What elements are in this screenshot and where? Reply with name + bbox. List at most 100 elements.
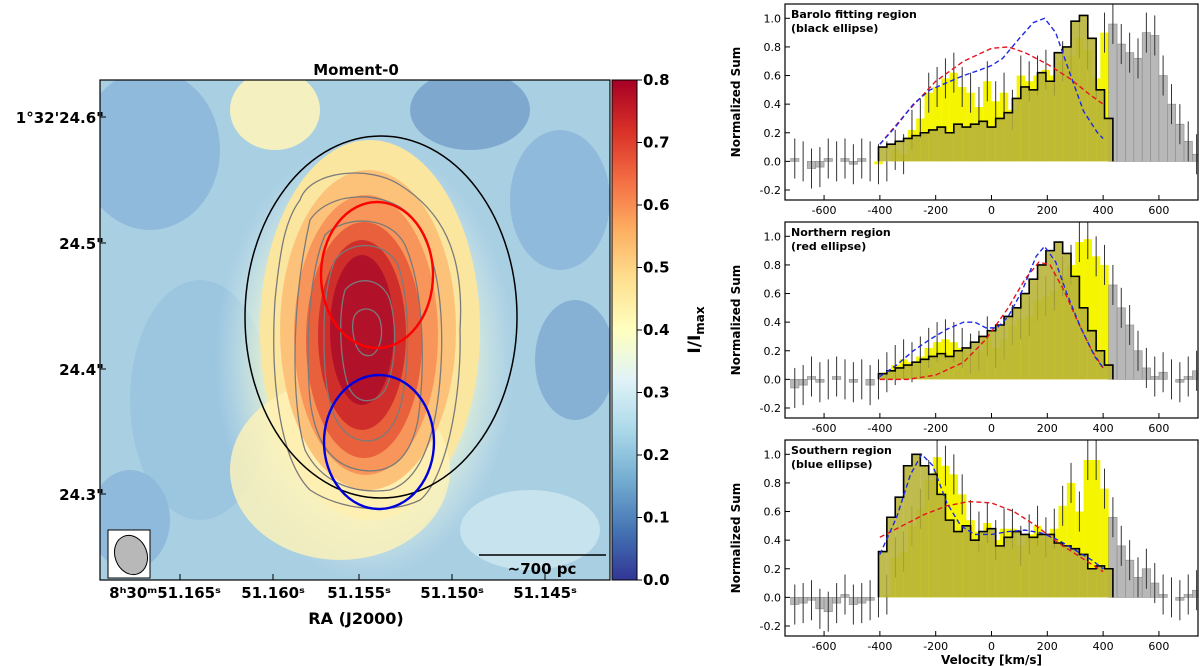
scalebar-label: ~700 pc	[508, 560, 577, 578]
y-tick-label: 0.0	[764, 373, 782, 386]
map-x-tick-label: 51.160ˢ	[241, 584, 305, 602]
weak-bar	[1104, 568, 1113, 598]
weak-bar	[987, 127, 996, 162]
spectrum-panel: -0.2 0.0 0.2 0.4 0.6 0.8 1.0 -600 -400 -200 0 200 40…	[729, 439, 1199, 666]
x-tick-label: 600	[1148, 640, 1169, 653]
weak-bar	[978, 531, 988, 598]
weak-bar	[987, 330, 996, 380]
weak-bar	[1062, 253, 1072, 380]
x-tick-label: -400	[867, 422, 892, 435]
weak-bar	[1004, 316, 1013, 380]
panel-subtitle: (red ellipse)	[791, 240, 866, 253]
panel-title: Northern region	[791, 226, 891, 239]
black-ellipse	[244, 135, 518, 499]
weak-bar	[987, 528, 996, 598]
spectrum-panel: -0.2 0.0 0.2 0.4 0.6 0.8 1.0 -600 -400 -200 0 200 40…	[729, 221, 1199, 435]
weak-bar	[970, 342, 979, 380]
weak-outline	[877, 241, 1114, 380]
spectrum-bar	[924, 92, 933, 162]
weak-bar	[1045, 81, 1055, 162]
spectrum-bar	[1100, 488, 1109, 598]
weak-bar	[1037, 534, 1046, 598]
weak-bar	[1079, 307, 1088, 380]
weak-bar	[953, 531, 963, 598]
weak-bar	[895, 367, 904, 380]
colorbar-tick-label: 0.3	[643, 384, 670, 402]
map-x-tick-label: 51.155ˢ	[327, 584, 391, 602]
weak-bar	[1104, 118, 1113, 162]
weak-bar	[1045, 534, 1055, 598]
weak-bar	[895, 497, 904, 598]
weak-bar	[995, 325, 1005, 380]
x-axis-label: Velocity [km/s]	[941, 653, 1042, 666]
weak-bar	[1012, 98, 1021, 162]
x-tick-label: -400	[867, 204, 892, 217]
weak-bar	[920, 465, 929, 598]
moment-map-title: Moment-0	[313, 61, 399, 79]
map-y-tick-label: 1°32'24.6"	[16, 109, 104, 127]
y-tick-label: 0.6	[764, 288, 782, 301]
map-y-tick-label: 24.4"	[59, 361, 104, 379]
panel-title: Southern region	[791, 444, 892, 457]
spectrum-bar	[1100, 264, 1109, 380]
colorbar-tick-label: 0.2	[643, 446, 670, 464]
map-y-tick-label: 24.3"	[59, 486, 104, 504]
x-tick-label: 200	[1037, 640, 1058, 653]
weak-bar	[895, 141, 904, 162]
weak-bar	[920, 359, 929, 380]
x-tick-label: 200	[1037, 204, 1058, 217]
map-x-tick-label: 8ʰ30ᵐ51.165ˢ	[109, 584, 221, 602]
y-tick-label: 0.4	[764, 534, 782, 547]
blue-fit-line	[879, 453, 1104, 570]
x-tick-label: -200	[923, 422, 948, 435]
spectrum-bar	[949, 72, 959, 162]
weak-outline	[877, 14, 1114, 162]
weak-bar	[937, 127, 946, 162]
weak-bar	[911, 454, 921, 598]
weak-bar	[1004, 112, 1013, 162]
weak-bar	[978, 336, 988, 380]
map-x-tick-label: 51.145ˢ	[513, 584, 577, 602]
colorbar-tick-label: 0.1	[643, 509, 670, 527]
y-tick-label: -0.2	[760, 184, 781, 197]
colorbar-label: I/Imax	[685, 306, 707, 353]
moment-map-panel: Moment-0	[16, 61, 707, 628]
weak-bar	[1071, 21, 1080, 162]
weak-bar	[911, 135, 921, 162]
colorbar-tick-label: 0.8	[643, 71, 670, 89]
weak-bar	[1012, 531, 1021, 598]
weak-bar	[945, 520, 954, 598]
weak-bar	[886, 144, 896, 162]
blue-fit-line	[879, 245, 1104, 378]
weak-bar	[878, 551, 887, 598]
blue-fit-line	[879, 17, 1104, 145]
y-axis-label: Normalized Sum	[729, 483, 743, 594]
weak-bar	[886, 370, 896, 380]
weak-bar	[937, 353, 946, 380]
y-tick-label: 0.4	[764, 316, 782, 329]
colorbar-tick-label: 0.0	[643, 571, 670, 589]
panel-subtitle: (blue ellipse)	[791, 458, 872, 471]
weak-bar	[1054, 242, 1063, 380]
weak-bar	[1045, 250, 1055, 380]
weak-bar	[1037, 72, 1046, 162]
spectrum-bar	[1091, 256, 1101, 380]
y-tick-label: -0.2	[760, 402, 781, 415]
weak-bar	[1020, 293, 1030, 380]
weak-bar	[1104, 365, 1113, 380]
spectrum-bar	[1091, 460, 1101, 598]
x-tick-label: 400	[1093, 422, 1114, 435]
y-tick-label: 0.4	[764, 98, 782, 111]
weak-bar	[928, 474, 938, 598]
y-tick-label: 0.0	[764, 155, 782, 168]
spectrum-bar	[932, 86, 942, 162]
panel-title: Barolo fitting region	[791, 8, 917, 21]
weak-bar	[920, 132, 929, 162]
x-tick-label: 0	[988, 640, 995, 653]
weak-bar	[1020, 86, 1030, 162]
weak-bar	[945, 356, 954, 380]
spectra-panels: -0.2 0.0 0.2 0.4 0.6 0.8 1.0 -600 -400 -200 0 200 40…	[729, 3, 1199, 666]
red-ellipse	[319, 200, 435, 350]
weak-bar	[1029, 537, 1038, 598]
